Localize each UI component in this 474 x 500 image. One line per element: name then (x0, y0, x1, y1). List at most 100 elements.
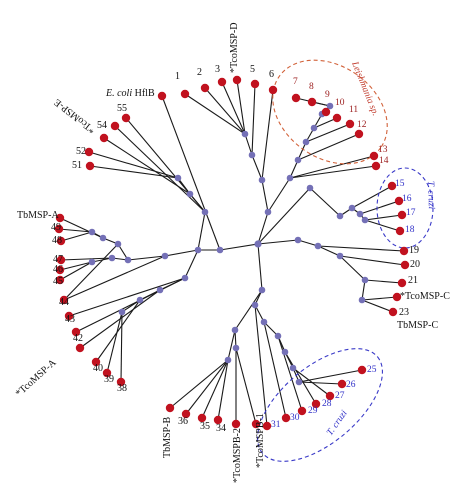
leaf-node-30 (281, 413, 291, 423)
branch-C3-52 (88, 151, 179, 179)
leaf-node-10 (332, 113, 342, 123)
internal-node-z (289, 364, 297, 372)
leaf-label-21: 21 (408, 275, 418, 286)
leaf-label-17: 17 (406, 208, 416, 218)
branch-a-b (261, 179, 269, 213)
leaf-label-38: 38 (117, 383, 127, 394)
branch-A2-35 (201, 359, 229, 419)
leaf-node-14 (371, 161, 381, 171)
label-tbmsp-a: TbMSP-A (17, 210, 59, 221)
leaf-label-26: 26 (346, 380, 356, 390)
branch-B5-46 (59, 261, 93, 271)
internal-node-d (241, 130, 249, 138)
cruzi-upper-clade-outline (376, 167, 434, 249)
internal-node-y (281, 348, 289, 356)
leaf-node-13 (369, 151, 379, 161)
internal-node-f (294, 156, 302, 164)
leaf-node-tcomsp_a (75, 343, 85, 353)
internal-node-C2 (186, 190, 194, 198)
branch-A1-A2 (227, 329, 236, 361)
leaf-label-30: 30 (290, 413, 300, 423)
leaf-label-55: 55 (117, 103, 127, 114)
leaf-node-6 (268, 85, 278, 95)
leaf-label-45: 45 (53, 276, 63, 287)
leaf-node-44 (59, 295, 69, 305)
leaf-node-11 (345, 119, 355, 129)
leaf-label-16: 16 (402, 194, 412, 204)
branch-r-s (339, 255, 366, 281)
leaf-node-16 (394, 196, 404, 206)
branch-s-t (361, 279, 366, 301)
leaf-node-20 (400, 260, 410, 270)
leaf-node-48 (56, 236, 66, 246)
internal-node-B8 (88, 228, 96, 236)
leaf-node-15 (387, 181, 397, 191)
leaf-label-40: 40 (93, 363, 103, 374)
leaf-node-31 (262, 421, 272, 431)
leaf-label-2: 2 (197, 67, 202, 78)
internal-node-m (348, 204, 356, 212)
branch-b-6 (261, 89, 274, 181)
branch-o-17 (364, 214, 403, 221)
leaf-node-17 (397, 210, 407, 220)
leaf-node-34 (213, 415, 223, 425)
leaf-label-15: 15 (395, 179, 405, 189)
leaf-label-47: 47 (53, 254, 63, 265)
branch-z2-26 (298, 381, 343, 385)
branch-e-13 (289, 155, 375, 179)
leaf-label-42: 42 (73, 333, 83, 344)
branch-r-20 (339, 255, 406, 266)
leaf-node-8 (307, 97, 317, 107)
branch-d-1 (184, 93, 246, 135)
leaf-label-43: 43 (65, 314, 75, 325)
leaf-node-3 (217, 77, 227, 87)
clade-label-cruzi-upper: T. cruzi (425, 181, 436, 210)
branch-c-5 (251, 83, 256, 156)
leaf-node-5 (250, 79, 260, 89)
branch-o-18 (364, 219, 401, 232)
branch-q-19 (317, 245, 405, 252)
leaf-label-35: 35 (200, 421, 210, 432)
leaf-label-49: 49 (51, 222, 61, 233)
internal-node-u (258, 286, 266, 294)
leaf-node-ecoli (157, 91, 167, 101)
branch-C1-54 (114, 125, 206, 213)
internal-node-b (258, 176, 266, 184)
leaf-node-36 (181, 409, 191, 419)
branch-B2-44 (63, 255, 166, 301)
branch-D4-39 (106, 311, 123, 374)
internal-node-B (216, 246, 224, 254)
leaf-label-20: 20 (410, 259, 420, 270)
internal-node-h (310, 124, 318, 132)
clade-label-cruzi-lower: T. cruzi (325, 408, 350, 437)
leaf-labels: 1 2 3 5 6 7 8 9 10 11 12 13 14 15 16 17 … (14, 23, 451, 483)
cruzi-lower-clade-outline (257, 348, 383, 462)
leaf-label-13: 13 (378, 145, 388, 155)
branch-D1-43 (68, 277, 186, 317)
branch-b-c (251, 154, 263, 181)
leaf-node-tcomsp_e (99, 133, 109, 143)
branch-C3-51 (89, 165, 179, 179)
internal-node-D4 (118, 308, 126, 316)
internal-node-B4 (108, 254, 116, 262)
leaf-node-45 (55, 275, 65, 285)
internal-node-k (306, 184, 314, 192)
leaf-node-40 (91, 357, 101, 367)
label-tcomsp-a: *TcoMSP-A (14, 357, 59, 399)
leaf-label-44: 44 (59, 297, 69, 308)
leaf-node-55 (121, 113, 131, 123)
branch-D1-42 (75, 277, 186, 333)
branch-R-p (257, 239, 299, 245)
internal-node-R (254, 240, 262, 248)
label-tcomsp-e: *TcoMSP-E (52, 96, 98, 135)
branch-D2-tcomsp_a (79, 289, 161, 349)
internal-node-D1 (181, 274, 189, 282)
internal-node-w (260, 318, 268, 326)
leaf-node-9 (321, 107, 331, 117)
leaf-node-52 (84, 147, 94, 157)
leaf-label-14: 14 (379, 156, 389, 166)
branch-p-q (297, 239, 319, 247)
leaf-nodes (54, 75, 410, 431)
leaf-label-7: 7 (293, 77, 298, 87)
